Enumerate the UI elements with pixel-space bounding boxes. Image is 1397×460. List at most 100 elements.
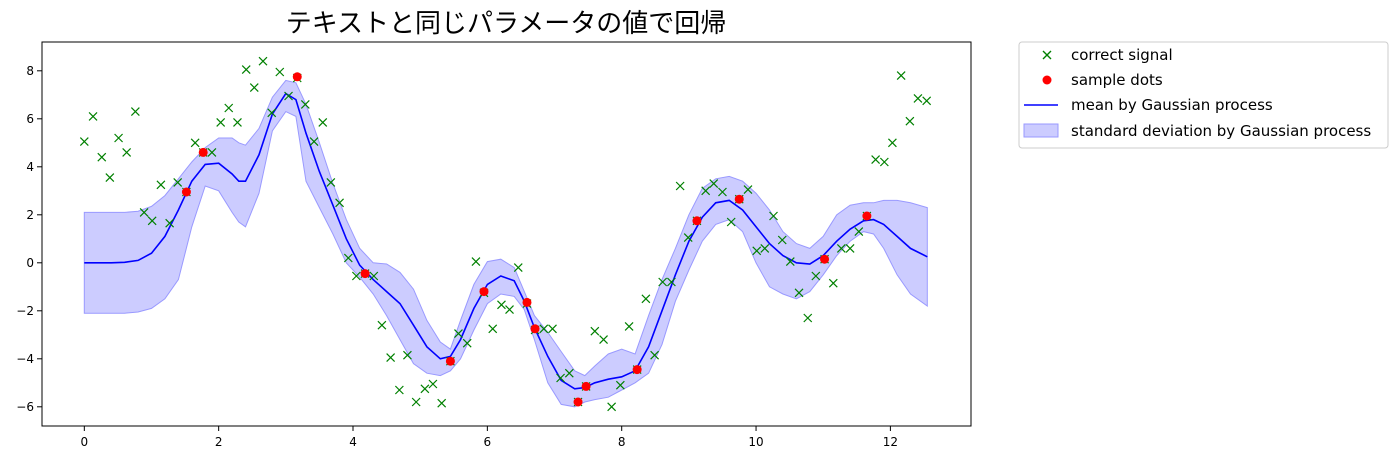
signal-point [130,107,140,117]
plot-area [79,56,932,412]
signal-point [402,350,412,360]
signal-point [564,368,574,378]
sample-dot [198,147,208,157]
signal-point [922,96,932,106]
signal-point [513,263,523,273]
x-tick-label: 6 [484,435,492,449]
sample-dot [632,365,642,375]
axis-ticks: 0 2 4 6 8 10 12 −6 −4 −2 0 2 4 6 8 [16,64,898,449]
signal-point [666,277,676,287]
signal-point [785,257,795,267]
signal-point [794,288,804,298]
signal-point [411,397,421,407]
signal-point [505,305,514,315]
signal-point [854,227,864,237]
signal-point [233,117,242,127]
legend-label-mean: mean by Gaussian process [1071,96,1273,114]
signal-point [615,380,625,390]
signal-point [760,243,770,253]
signal-point [216,117,226,127]
y-tick-label: 4 [26,160,34,174]
signal-point [871,155,881,165]
signal-point [241,65,251,75]
legend-label-std: standard deviation by Gaussian process [1071,122,1371,140]
signal-point [769,211,778,221]
sample-dot [445,356,455,366]
legend-item-mean: mean by Gaussian process [1024,96,1273,114]
signal-point [743,185,753,195]
signal-point [173,177,183,187]
signal-point [624,321,634,331]
signal-point [454,329,463,339]
mean-line [84,92,928,390]
signal-point [258,56,268,66]
signal-point [845,243,855,253]
signal-point [318,117,328,127]
sample-dot [360,269,370,279]
signal-point [369,271,379,281]
signal-point [377,320,387,330]
signal-point [607,402,617,412]
signal-point [718,187,727,197]
y-tick-label: 8 [26,64,34,78]
x-tick-label: 0 [80,435,88,449]
signal-point [420,384,430,394]
signal-point [165,218,175,228]
legend: correct signal sample dots mean by Gauss… [1018,41,1389,149]
legend-label-sample-dots: sample dots [1071,71,1163,89]
signal-point [539,324,549,334]
signal-point [326,177,336,187]
signal-point [122,147,132,157]
signal-point [896,71,906,81]
sample-dot [530,324,540,334]
legend-frame [1018,41,1389,149]
signal-point [156,180,166,190]
sample-dot [522,297,532,307]
x-tick-label: 10 [748,435,763,449]
legend-dot-marker-icon [1042,75,1052,85]
signal-point [394,385,404,395]
signal-point [275,67,285,77]
legend-item-correct-signal: correct signal [1042,46,1173,64]
sample-dot [820,254,830,264]
signal-point [879,157,889,167]
signal-point [675,181,685,191]
legend-fill-patch-icon [1023,123,1059,138]
signal-point [343,253,353,263]
chart-title: テキストと同じパラメータの値で回帰 [286,9,726,39]
x-tick-label: 8 [618,435,626,449]
signal-point [88,111,98,121]
signal-point [709,179,719,189]
y-tick-label: −6 [16,400,34,414]
sample-dot [573,397,583,407]
signal-point [471,257,481,267]
signal-point [207,147,217,157]
signal-point [658,277,668,287]
y-tick-label: −2 [16,304,34,318]
signal-point [335,198,345,208]
signal-point [386,353,396,363]
signal-point [351,271,361,281]
signal-point [139,207,149,217]
signal-point [190,138,200,148]
signal-point [309,137,319,147]
signal-point [726,217,736,227]
legend-label-correct-signal: correct signal [1071,46,1173,64]
y-tick-label: 6 [26,112,34,126]
signal-point [300,99,310,109]
signal-point [79,137,89,147]
signal-point [147,216,157,226]
signal-point [913,93,923,103]
signal-point [114,133,124,143]
signal-point [887,138,897,148]
signal-point [599,335,608,345]
signal-point [828,278,838,288]
sample-dot [862,211,872,221]
sample-dot [181,187,191,197]
signal-point [462,338,472,348]
sample-dot [581,381,591,391]
y-tick-label: −4 [16,352,34,366]
legend-x-marker-icon [1042,50,1052,60]
y-tick-label: 2 [26,208,34,222]
